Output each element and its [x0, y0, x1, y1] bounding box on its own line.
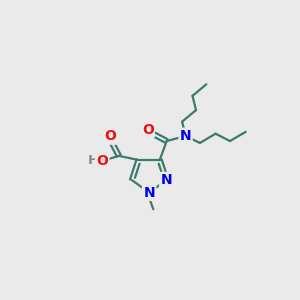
Text: N: N	[180, 129, 191, 143]
Text: O: O	[104, 130, 116, 143]
Text: N: N	[143, 186, 155, 200]
Text: O: O	[96, 154, 108, 168]
Text: N: N	[160, 173, 172, 187]
Text: O: O	[142, 122, 154, 136]
Text: H: H	[88, 154, 99, 167]
